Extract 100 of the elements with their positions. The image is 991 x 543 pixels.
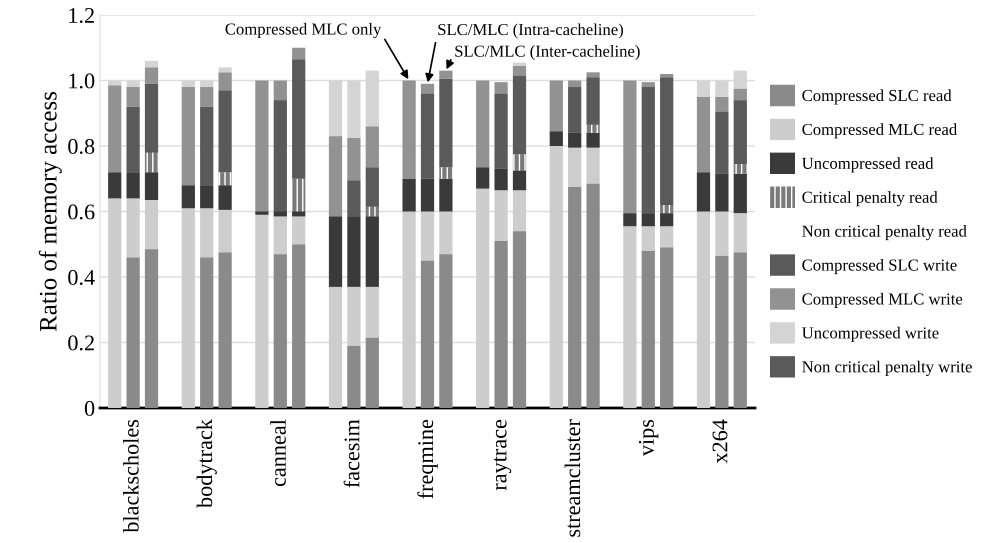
bar xyxy=(494,94,508,169)
bar xyxy=(439,212,453,254)
bar xyxy=(200,106,214,186)
bar xyxy=(734,88,747,100)
legend-label: Critical penalty read xyxy=(802,191,938,206)
bar xyxy=(144,84,158,153)
bar xyxy=(696,96,710,172)
bar xyxy=(715,212,729,256)
y-tick-label: 1.2 xyxy=(69,8,94,24)
bar xyxy=(328,286,342,408)
legend-label: Compressed MLC read xyxy=(802,123,957,138)
bar xyxy=(126,87,140,107)
x-tick-label: streamcluster xyxy=(564,419,580,537)
bar xyxy=(366,286,379,338)
bar xyxy=(586,184,600,408)
bar xyxy=(200,257,214,408)
bar xyxy=(734,252,747,408)
bar xyxy=(182,208,195,408)
bar xyxy=(218,172,232,186)
bar xyxy=(715,174,729,212)
annotation: SLC/MLC (Intra-cacheline) xyxy=(438,23,623,39)
y-tick-label: 1.0 xyxy=(69,73,94,89)
bar xyxy=(642,250,655,408)
bar xyxy=(218,252,232,408)
bar xyxy=(218,185,232,210)
bar xyxy=(200,87,214,107)
bar xyxy=(734,174,747,214)
bar xyxy=(734,213,747,252)
bar xyxy=(586,132,600,148)
legend-label: Non critical penalty write xyxy=(802,360,972,376)
bar xyxy=(366,338,379,408)
bar xyxy=(642,82,655,88)
bar xyxy=(439,78,453,168)
bar xyxy=(347,216,361,287)
bar xyxy=(660,248,674,408)
bar xyxy=(126,198,140,258)
bar xyxy=(494,82,508,94)
bar xyxy=(108,85,122,172)
legend-label: Compressed MLC write xyxy=(802,292,962,308)
bar xyxy=(255,80,269,212)
bar xyxy=(568,80,582,88)
bar xyxy=(642,213,655,226)
bar xyxy=(366,167,379,207)
bar xyxy=(402,212,416,408)
bar xyxy=(144,152,158,172)
annotation: SLC/MLC (Inter-cacheline) xyxy=(455,45,640,60)
bar xyxy=(512,76,526,154)
bar xyxy=(734,100,747,164)
bar xyxy=(660,204,674,214)
bar xyxy=(200,185,214,208)
bar xyxy=(347,346,361,408)
bar xyxy=(512,66,526,76)
bar xyxy=(292,212,306,216)
bar xyxy=(439,70,453,79)
x-tick-label: vips xyxy=(638,420,658,456)
bar xyxy=(439,178,453,212)
y-axis-title: Ratio of memory access xyxy=(38,92,62,332)
bar xyxy=(126,106,140,172)
bar xyxy=(218,90,232,172)
bar xyxy=(586,148,600,184)
bar xyxy=(623,80,637,214)
bar xyxy=(292,244,306,408)
bar xyxy=(402,178,416,212)
y-tick-label: 0.4 xyxy=(68,270,95,286)
bar xyxy=(292,178,306,212)
bar xyxy=(255,214,269,408)
bar xyxy=(642,87,655,214)
bar xyxy=(274,216,287,254)
x-tick-label: facesim xyxy=(344,419,360,488)
bar xyxy=(347,286,361,346)
bar xyxy=(476,80,490,168)
bar xyxy=(126,257,140,408)
x-tick-label: bodytrack xyxy=(196,419,217,508)
bar xyxy=(328,136,342,216)
bar xyxy=(144,172,158,200)
legend-label: Uncompressed write xyxy=(802,326,939,342)
bar xyxy=(550,146,563,408)
text: Non critical penalty read xyxy=(802,225,967,240)
legend-label: Compressed SLC read xyxy=(802,89,952,104)
bar xyxy=(660,226,674,248)
bar xyxy=(144,67,158,84)
bar xyxy=(586,77,600,125)
bar xyxy=(182,185,195,208)
y-tick-label: 0.2 xyxy=(68,335,94,351)
bar xyxy=(182,87,195,186)
bar xyxy=(586,72,600,78)
x-tick-label: blackscholes xyxy=(123,420,139,533)
bar xyxy=(550,80,563,132)
bar xyxy=(218,210,232,252)
bar xyxy=(218,72,232,90)
bar xyxy=(274,80,287,100)
bar xyxy=(366,126,379,168)
bar xyxy=(274,212,287,216)
bar xyxy=(715,256,729,408)
x-tick-label: x264 xyxy=(712,419,728,464)
bar xyxy=(420,212,434,261)
bar xyxy=(512,62,526,66)
bar xyxy=(568,87,582,133)
bar xyxy=(144,200,158,250)
bar xyxy=(420,84,434,94)
